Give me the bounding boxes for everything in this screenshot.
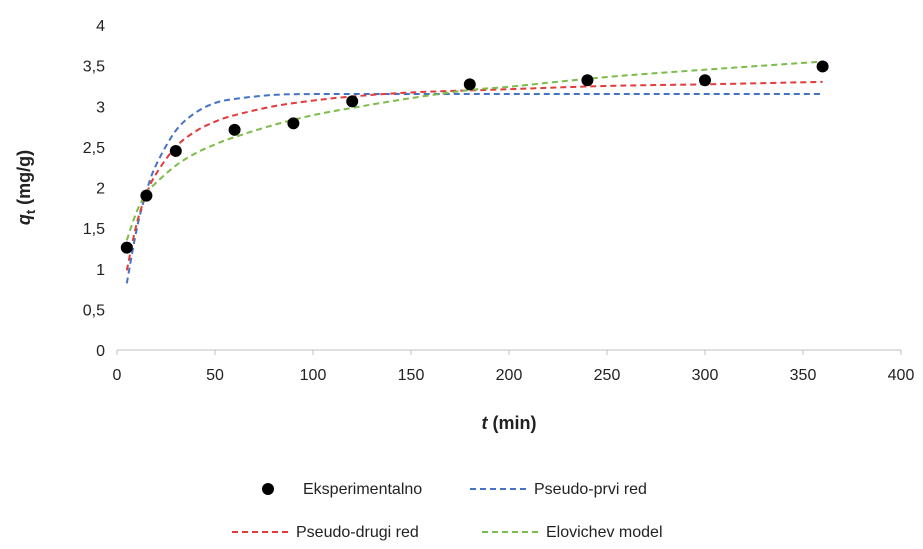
x-tick-label: 250 [594,367,621,384]
x-axis-title-rest: (min) [488,413,537,433]
data-point [169,144,182,157]
y-tick-label: 3,5 [83,59,105,76]
legend-label-elovichev-model: Elovichev model [546,524,663,541]
series-line-pseudo-drugi-red [125,80,823,271]
x-tick-label: 400 [888,367,915,384]
x-tick-label: 300 [692,367,719,384]
y-tick-label: 4 [96,18,105,35]
legend-label-eksperimentalno: Eksperimentalno [303,481,422,498]
y-axis-title-var: q [14,214,34,225]
series-line-pseudo-prvi-red [125,93,823,284]
y-axis-ticks: 0 0,5 1 1,5 2 2,5 3 3,5 4 [83,18,105,360]
data-point [228,123,241,136]
data-point [287,117,300,130]
data-point [346,95,359,108]
y-tick-label: 2,5 [83,140,105,157]
data-point [581,74,594,87]
x-axis-title: t (min) [482,413,537,433]
y-axis-title-rest: (mg/g) [14,150,34,210]
y-tick-label: 2 [96,181,105,198]
y-axis-title-sub: t [23,209,38,214]
legend: Eksperimentalno Pseudo-prvi red Pseudo-dru… [232,481,663,541]
x-tick-label: 150 [398,367,425,384]
x-axis-title-var: t [482,413,489,433]
x-tick-label: 100 [300,367,327,384]
data-point [120,241,133,254]
data-point [463,78,476,91]
y-tick-label: 1 [96,262,105,279]
data-point [816,60,829,73]
x-tick-label: 50 [206,367,224,384]
y-tick-label: 0 [96,343,105,360]
y-tick-label: 1,5 [83,221,105,238]
x-tick-label: 350 [790,367,817,384]
data-point [140,189,153,202]
y-axis-title: qt (mg/g) [14,150,38,225]
data-point [699,74,711,87]
x-tick-label: 0 [113,367,122,384]
series-layer [120,60,829,284]
y-tick-label: 0,5 [83,302,105,319]
x-axis-ticks: 0 50 100 150 200 250 300 350 400 [113,350,915,384]
x-tick-label: 200 [496,367,523,384]
legend-marker-eksperimentalno [262,483,274,495]
y-tick-label: 3 [96,99,105,116]
legend-label-pseudo-drugi-red: Pseudo-drugi red [296,524,419,541]
legend-label-pseudo-prvi-red: Pseudo-prvi red [534,481,647,498]
series-line-elovichev-model [125,60,823,241]
